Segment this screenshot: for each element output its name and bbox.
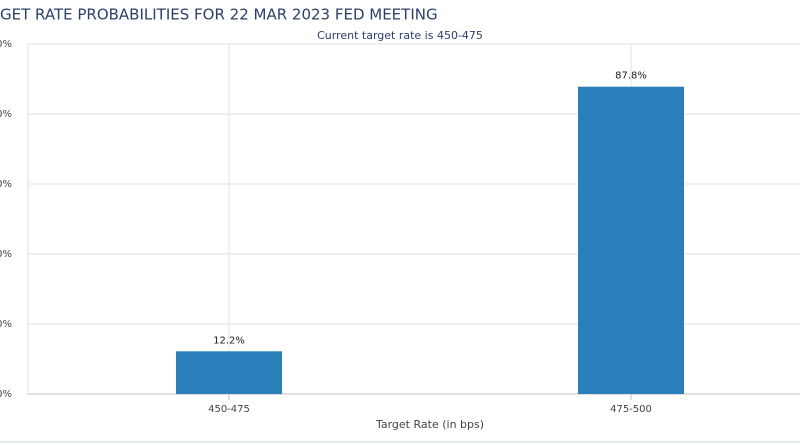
chart-subtitle: Current target rate is 450-475 [317,29,483,42]
x-axis-label: Target Rate (in bps) [375,418,484,431]
y-tick-label: 0% [0,389,12,400]
bar [578,86,684,394]
bar [176,351,282,394]
data-label: 12.2% [213,335,245,346]
y-tick-label: 60% [0,179,12,190]
y-tick-label: 80% [0,109,12,120]
y-tick-label: 100% [0,39,12,50]
x-tick-label: 450-475 [208,404,250,415]
x-tick-label: 475-500 [610,404,652,415]
y-tick-label: 40% [0,249,12,260]
chart-title: GET RATE PROBABILITIES FOR 22 MAR 2023 F… [0,6,438,24]
data-label: 87.8% [615,71,647,82]
y-tick-label: 20% [0,319,12,330]
